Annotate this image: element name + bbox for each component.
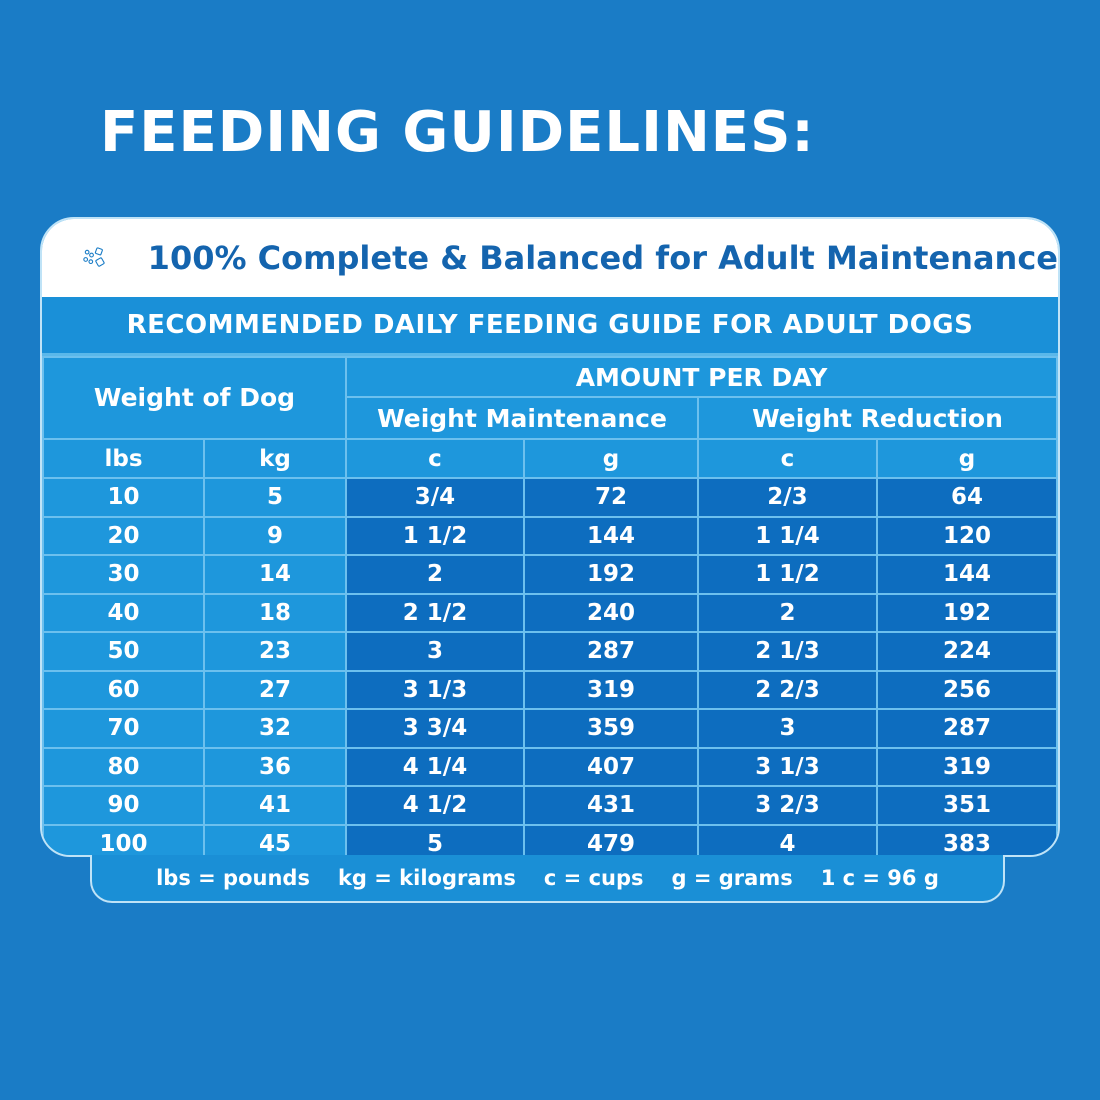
table-cell: 41 bbox=[203, 785, 347, 826]
table-cell: 64 bbox=[876, 477, 1058, 518]
table-cell: 23 bbox=[203, 631, 347, 672]
table-cell: 144 bbox=[876, 554, 1058, 595]
table-cell: 2 2/3 bbox=[697, 669, 878, 710]
table-cell: 479 bbox=[523, 823, 699, 855]
table-cell: 3 2/3 bbox=[697, 785, 878, 826]
table-cell: 2 1/3 bbox=[697, 631, 878, 672]
table-cell: 3 3/4 bbox=[345, 708, 525, 749]
legend-item: kg = kilograms bbox=[337, 866, 516, 890]
table-cell: 5 bbox=[203, 477, 347, 518]
feeding-table: Weight of Dog AMOUNT PER DAY Weight Main… bbox=[42, 356, 1058, 855]
table-cell: 3 bbox=[345, 631, 525, 672]
kibble-icon bbox=[83, 247, 105, 267]
table-cell: 70 bbox=[42, 708, 205, 749]
unit-header: c bbox=[345, 438, 525, 479]
table-cell: 18 bbox=[203, 592, 347, 633]
table-cell: 1 1/4 bbox=[697, 515, 878, 556]
table-cell: 319 bbox=[523, 669, 699, 710]
unit-header: kg bbox=[203, 438, 347, 479]
unit-header: lbs bbox=[42, 438, 205, 479]
table-cell: 359 bbox=[523, 708, 699, 749]
table-cell: 287 bbox=[876, 708, 1058, 749]
unit-header: c bbox=[697, 438, 878, 479]
table-row: 80 36 4 1/4 407 3 1/3 319 bbox=[42, 746, 1058, 787]
table-cell: 40 bbox=[42, 592, 205, 633]
table-cell: 4 1/2 bbox=[345, 785, 525, 826]
legend-item: c = cups bbox=[543, 866, 644, 890]
table-cell: 36 bbox=[203, 746, 347, 787]
table-cell: 224 bbox=[876, 631, 1058, 672]
table-cell: 9 bbox=[203, 515, 347, 556]
subtitle: 100% Complete & Balanced for Adult Maint… bbox=[147, 239, 1058, 277]
table-cell: 192 bbox=[523, 554, 699, 595]
table-cell: 3 bbox=[697, 708, 878, 749]
table-cell: 4 1/4 bbox=[345, 746, 525, 787]
units-legend: lbs = pounds kg = kilograms c = cups g = gr… bbox=[90, 855, 1005, 903]
table-cell: 5 bbox=[345, 823, 525, 855]
table-cell: 240 bbox=[523, 592, 699, 633]
table-cell: 72 bbox=[523, 477, 699, 518]
table-row: 60 27 3 1/3 319 2 2/3 256 bbox=[42, 669, 1058, 710]
table-cell: 2 bbox=[345, 554, 525, 595]
subtitle-bar: 100% Complete & Balanced for Adult Maint… bbox=[42, 219, 1058, 297]
table-row: 20 9 1 1/2 144 1 1/4 120 bbox=[42, 515, 1058, 556]
table-row: 100 45 5 479 4 383 bbox=[42, 823, 1058, 855]
table-cell: 20 bbox=[42, 515, 205, 556]
table-row: 10 5 3/4 72 2/3 64 bbox=[42, 477, 1058, 518]
maintenance-header: Weight Maintenance bbox=[345, 396, 699, 440]
table-row: 50 23 3 287 2 1/3 224 bbox=[42, 631, 1058, 672]
table-cell: 27 bbox=[203, 669, 347, 710]
unit-header: g bbox=[523, 438, 699, 479]
table-row: 70 32 3 3/4 359 3 287 bbox=[42, 708, 1058, 749]
table-cell: 3/4 bbox=[345, 477, 525, 518]
legend-item: 1 c = 96 g bbox=[820, 866, 939, 890]
table-cell: 4 bbox=[697, 823, 878, 855]
table-cell: 383 bbox=[876, 823, 1058, 855]
table-cell: 120 bbox=[876, 515, 1058, 556]
table-cell: 50 bbox=[42, 631, 205, 672]
table-cell: 1 1/2 bbox=[345, 515, 525, 556]
table-cell: 14 bbox=[203, 554, 347, 595]
table-cell: 2 bbox=[697, 592, 878, 633]
unit-header: g bbox=[876, 438, 1058, 479]
table-cell: 2 1/2 bbox=[345, 592, 525, 633]
table-cell: 10 bbox=[42, 477, 205, 518]
table-cell: 431 bbox=[523, 785, 699, 826]
table-cell: 407 bbox=[523, 746, 699, 787]
legend-item: g = grams bbox=[671, 866, 793, 890]
table-cell: 287 bbox=[523, 631, 699, 672]
page-title: FEEDING GUIDELINES: bbox=[100, 100, 815, 165]
feeding-card: 100% Complete & Balanced for Adult Maint… bbox=[40, 217, 1060, 857]
amount-header: AMOUNT PER DAY bbox=[345, 356, 1058, 398]
reduction-header: Weight Reduction bbox=[697, 396, 1058, 440]
table-cell: 319 bbox=[876, 746, 1058, 787]
table-row: 30 14 2 192 1 1/2 144 bbox=[42, 554, 1058, 595]
table-cell: 2/3 bbox=[697, 477, 878, 518]
legend-item: lbs = pounds bbox=[156, 866, 310, 890]
table-cell: 3 1/3 bbox=[697, 746, 878, 787]
table-cell: 60 bbox=[42, 669, 205, 710]
table-row: 90 41 4 1/2 431 3 2/3 351 bbox=[42, 785, 1058, 826]
table-cell: 1 1/2 bbox=[697, 554, 878, 595]
table-cell: 45 bbox=[203, 823, 347, 855]
table-row: 40 18 2 1/2 240 2 192 bbox=[42, 592, 1058, 633]
weight-header: Weight of Dog bbox=[42, 356, 347, 440]
table-cell: 3 1/3 bbox=[345, 669, 525, 710]
table-cell: 351 bbox=[876, 785, 1058, 826]
table-cell: 100 bbox=[42, 823, 205, 855]
table-cell: 90 bbox=[42, 785, 205, 826]
table-cell: 30 bbox=[42, 554, 205, 595]
table-cell: 80 bbox=[42, 746, 205, 787]
table-cell: 192 bbox=[876, 592, 1058, 633]
table-cell: 32 bbox=[203, 708, 347, 749]
guide-title: RECOMMENDED DAILY FEEDING GUIDE FOR ADUL… bbox=[42, 297, 1058, 356]
table-cell: 256 bbox=[876, 669, 1058, 710]
table-cell: 144 bbox=[523, 515, 699, 556]
